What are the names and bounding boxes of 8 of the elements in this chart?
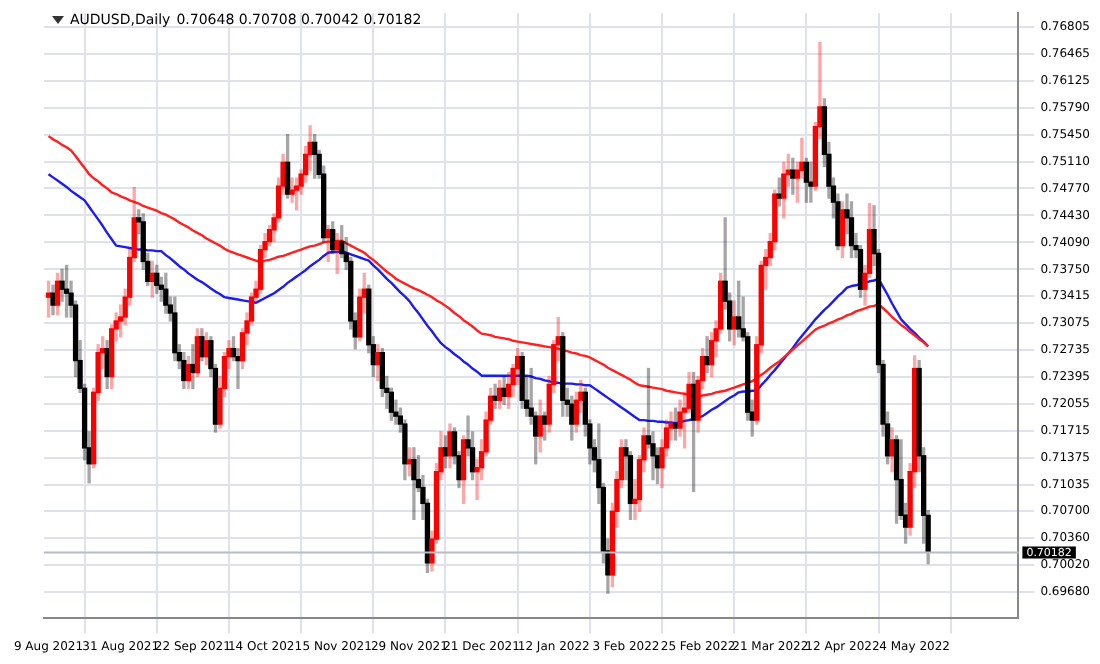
candlestick: [704, 336, 710, 374]
candlestick: [393, 399, 399, 425]
candlestick: [668, 411, 674, 441]
candlestick: [808, 161, 814, 203]
candlestick: [799, 137, 805, 179]
candlestick: [474, 459, 480, 501]
candlestick: [289, 177, 295, 203]
candlestick: [190, 344, 196, 390]
